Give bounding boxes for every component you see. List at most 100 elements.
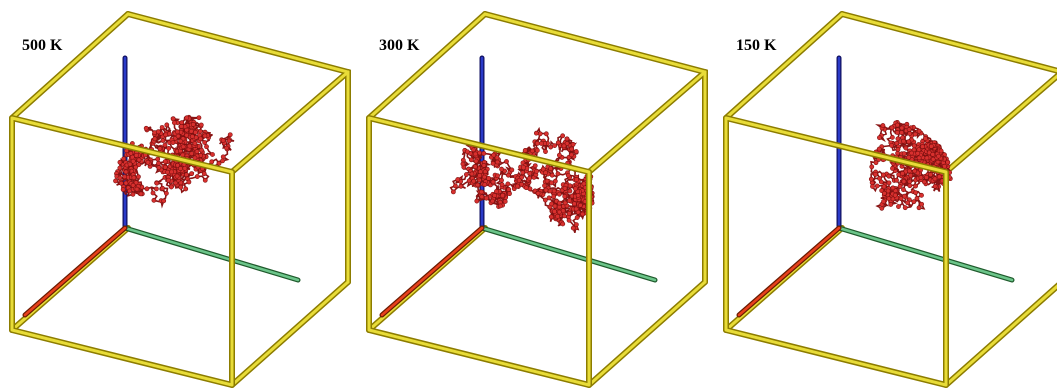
bead <box>178 139 182 143</box>
bead <box>172 121 176 125</box>
bead <box>160 125 164 129</box>
bead <box>566 173 570 177</box>
bead <box>575 215 579 219</box>
bead <box>491 161 495 165</box>
bead <box>887 181 891 185</box>
bead <box>891 186 895 190</box>
bead <box>907 127 911 131</box>
bead <box>190 151 194 155</box>
bead <box>916 151 920 155</box>
bead <box>571 142 575 146</box>
bead <box>882 191 886 195</box>
bead <box>890 166 894 170</box>
bead <box>881 173 885 177</box>
bead <box>574 177 578 181</box>
bead <box>473 165 477 169</box>
bead <box>925 156 929 160</box>
bead <box>898 184 902 188</box>
bead <box>486 176 490 180</box>
bead <box>465 150 469 154</box>
bead <box>123 175 127 179</box>
bead <box>515 184 519 188</box>
bead <box>553 204 557 208</box>
bead <box>221 159 225 163</box>
bead <box>922 180 926 184</box>
bead <box>907 155 911 159</box>
bead <box>908 184 912 188</box>
bead <box>203 178 207 182</box>
bead <box>169 170 173 174</box>
bead <box>923 136 927 140</box>
bead <box>907 140 911 144</box>
bead <box>164 191 168 195</box>
bead <box>908 180 912 184</box>
bead <box>553 179 557 183</box>
bead <box>190 172 194 176</box>
bead <box>492 153 496 157</box>
bead <box>902 152 906 156</box>
bead <box>538 132 542 136</box>
bead <box>134 165 138 169</box>
bead <box>539 141 543 145</box>
panel-label: 300 K <box>379 37 420 54</box>
panel-label: 500 K <box>22 37 63 54</box>
bead <box>470 172 474 176</box>
bead <box>113 179 117 183</box>
bead <box>535 148 539 152</box>
bead <box>914 191 918 195</box>
bead <box>895 130 899 134</box>
bead <box>901 188 905 192</box>
bead <box>913 184 917 188</box>
bead <box>556 214 560 218</box>
bead <box>548 189 552 193</box>
bead <box>167 146 171 150</box>
bead <box>873 172 877 176</box>
bead <box>156 161 160 165</box>
bead <box>549 145 553 149</box>
bead <box>562 144 566 148</box>
bead <box>889 202 893 206</box>
bead <box>931 152 935 156</box>
bead <box>506 173 510 177</box>
bead <box>877 136 881 140</box>
bead <box>903 206 907 210</box>
bead <box>157 165 161 169</box>
bead <box>530 149 534 153</box>
bead <box>557 153 561 157</box>
bead <box>124 181 128 185</box>
bead <box>535 141 539 145</box>
bead <box>482 151 486 155</box>
bead <box>870 184 874 188</box>
bead <box>536 191 540 195</box>
bead <box>160 186 164 190</box>
bead <box>479 190 483 194</box>
bead <box>909 151 913 155</box>
bead <box>582 182 586 186</box>
bead <box>155 181 159 185</box>
bead <box>193 156 197 160</box>
bead <box>202 172 206 176</box>
bead <box>552 189 556 193</box>
bead <box>890 135 894 139</box>
bead <box>193 141 197 145</box>
bead <box>896 204 900 208</box>
bead <box>474 159 478 163</box>
bead <box>563 194 567 198</box>
bead <box>570 147 574 151</box>
bead <box>550 173 554 177</box>
bead <box>461 162 465 166</box>
bead <box>137 158 141 162</box>
bead <box>890 143 894 147</box>
bead <box>175 163 179 167</box>
bead <box>135 187 139 191</box>
bead <box>127 189 131 193</box>
panel: 150 K <box>726 14 1057 385</box>
bead <box>919 175 923 179</box>
bead <box>228 133 232 137</box>
panel: 500 K <box>12 14 348 385</box>
bead <box>163 160 167 164</box>
bead <box>195 174 199 178</box>
bead <box>453 184 457 188</box>
bead <box>119 181 123 185</box>
bead <box>184 187 188 191</box>
